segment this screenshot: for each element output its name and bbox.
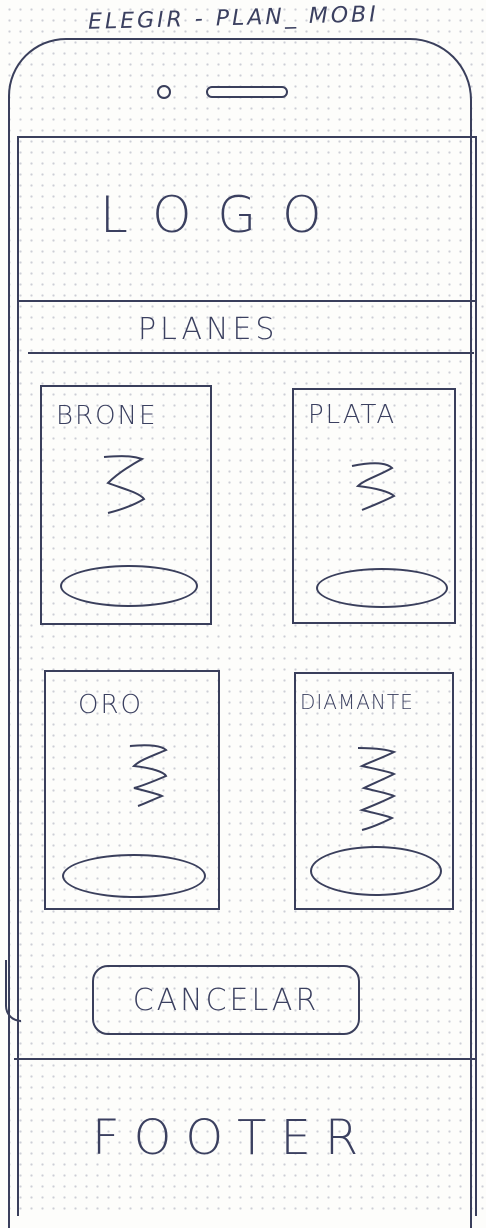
squiggle-placeholder-icon <box>103 455 146 514</box>
camera-icon <box>157 85 171 99</box>
logo: LOGO <box>100 186 348 244</box>
plan-card-plata[interactable]: PLATA <box>292 388 456 624</box>
select-plan-button[interactable] <box>62 854 206 898</box>
footer: FOOTER <box>92 1110 373 1166</box>
select-plan-button[interactable] <box>316 568 448 608</box>
phone-screen <box>17 136 477 1216</box>
plan-name: ORO <box>78 690 143 720</box>
section-divider <box>28 352 474 354</box>
select-plan-button[interactable] <box>60 565 198 607</box>
plan-name: DIAMANTE <box>300 690 414 714</box>
plan-name: PLATA <box>308 400 397 430</box>
section-title: PLANES <box>138 312 279 347</box>
squiggle-placeholder-icon <box>351 462 396 511</box>
plan-name: BRONE <box>56 401 158 431</box>
select-plan-button[interactable] <box>310 846 442 896</box>
squiggle-placeholder-icon <box>357 747 397 831</box>
cancel-button[interactable]: CANCELAR <box>92 965 360 1035</box>
squiggle-placeholder-icon <box>129 744 168 807</box>
phone-frame <box>8 38 472 1228</box>
plan-card-diamante[interactable]: DIAMANTE <box>294 672 454 910</box>
plan-card-oro[interactable]: ORO <box>44 670 220 910</box>
footer-divider <box>14 1058 476 1060</box>
speaker-icon <box>206 86 288 98</box>
plan-card-brone[interactable]: BRONE <box>40 385 212 625</box>
header-divider <box>17 300 475 302</box>
